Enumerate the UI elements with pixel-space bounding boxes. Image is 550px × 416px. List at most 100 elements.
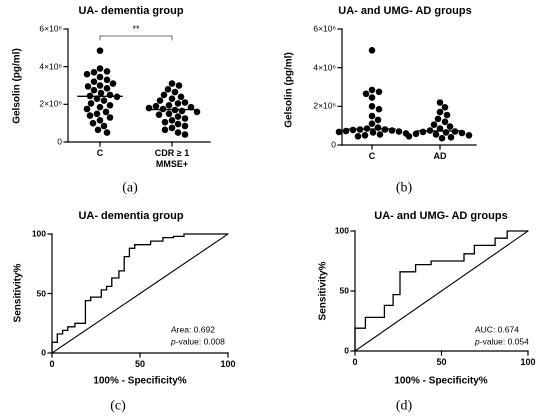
panel-c-x-axis-label: 100% - Specificity%	[93, 375, 187, 387]
x-tick-label: 0	[49, 359, 55, 369]
panel-c-p-value-annotation: p-value: 0.008	[171, 336, 225, 347]
data-point	[103, 68, 111, 75]
data-point	[369, 129, 377, 136]
y-tick-label: 4×10⁶	[313, 61, 336, 72]
data-point	[152, 102, 160, 110]
data-point	[441, 118, 449, 126]
data-point	[174, 113, 182, 120]
x-tick-label: C	[368, 151, 376, 161]
data-point	[361, 132, 369, 139]
x-tick-label: 50	[436, 357, 447, 367]
data-point	[412, 130, 420, 138]
data-point	[102, 108, 110, 116]
y-tick-label: 0	[41, 347, 46, 358]
x-tick-label: 100	[220, 359, 236, 369]
data-point	[375, 105, 383, 113]
roc-curve	[354, 230, 528, 351]
data-point	[443, 111, 451, 119]
data-point	[100, 122, 108, 130]
reference-diagonal	[51, 233, 229, 354]
data-point	[165, 102, 173, 109]
data-point	[84, 83, 92, 90]
data-point	[368, 103, 376, 110]
panel-a-title: UA- dementia group	[78, 4, 184, 17]
data-point	[349, 126, 357, 134]
x-tick-label: 50	[134, 359, 146, 369]
data-point	[368, 112, 376, 120]
data-point	[447, 134, 455, 141]
data-point	[156, 97, 164, 104]
data-point	[175, 82, 183, 89]
panel-d-y-axis-label: Sensitivity%	[317, 261, 329, 321]
data-point	[181, 131, 189, 138]
data-point	[168, 124, 176, 132]
data-point	[100, 97, 108, 104]
data-point	[171, 88, 179, 96]
x-tick-label: 100	[520, 357, 536, 367]
panel-d-auc-annotation: AUC: 0.674	[475, 324, 519, 335]
data-point	[434, 115, 442, 123]
data-point	[174, 129, 182, 136]
panel-a-y-axis-label: Gelsolin (pg/ml)	[11, 48, 23, 124]
data-point	[103, 129, 111, 136]
data-point	[103, 85, 111, 92]
data-point	[181, 122, 189, 130]
data-point	[441, 104, 449, 111]
data-point	[436, 99, 444, 106]
x-tick-label: CDR ≥ 1 MMSE+	[154, 148, 190, 169]
x-tick-label: AD	[433, 151, 447, 161]
data-point	[83, 70, 91, 78]
data-point	[376, 131, 384, 138]
data-point	[432, 131, 440, 138]
y-tick-label: 50	[339, 285, 349, 296]
data-point	[405, 133, 413, 140]
data-point	[164, 86, 172, 93]
data-point	[430, 121, 438, 128]
data-point	[168, 117, 176, 124]
data-point	[181, 99, 189, 106]
data-point	[342, 127, 350, 135]
data-point	[165, 110, 173, 118]
data-point	[96, 117, 104, 124]
data-point	[96, 65, 104, 72]
data-point	[362, 90, 370, 98]
data-point	[193, 108, 201, 116]
data-point	[335, 128, 343, 136]
data-point	[93, 95, 101, 102]
data-point	[438, 134, 446, 142]
data-point	[160, 91, 168, 99]
data-point	[94, 126, 102, 134]
data-point	[368, 86, 376, 94]
data-point	[446, 123, 454, 130]
data-point	[436, 108, 444, 116]
data-point	[97, 89, 105, 97]
panel-b-label: (b)	[395, 180, 413, 196]
data-point	[174, 100, 182, 107]
data-point	[106, 102, 114, 109]
data-point	[161, 118, 169, 126]
data-point	[155, 111, 163, 118]
y-tick-label: 0	[344, 345, 349, 356]
data-point	[96, 82, 104, 89]
data-point	[177, 93, 185, 101]
panel-d-label: (d)	[395, 398, 413, 414]
panel-d-title: UA- and UMG- AD groups	[374, 209, 508, 222]
data-point	[96, 73, 104, 81]
panel-d-x-axis-label: 100% - Specificity%	[394, 375, 488, 387]
panel-a-label: (a)	[122, 180, 138, 196]
data-point	[465, 132, 473, 139]
data-point	[395, 128, 403, 135]
data-point	[375, 88, 383, 96]
data-point	[174, 120, 182, 128]
data-point	[87, 100, 95, 107]
significance-label: **	[132, 24, 140, 35]
data-point	[90, 86, 98, 94]
reference-diagonal	[354, 230, 529, 352]
y-tick-label: 50	[36, 287, 46, 298]
data-point	[109, 80, 117, 87]
panel-b-title: UA- and UMG- AD groups	[338, 4, 472, 17]
data-point	[436, 125, 444, 132]
y-tick-label: 6×10⁶	[39, 23, 62, 34]
